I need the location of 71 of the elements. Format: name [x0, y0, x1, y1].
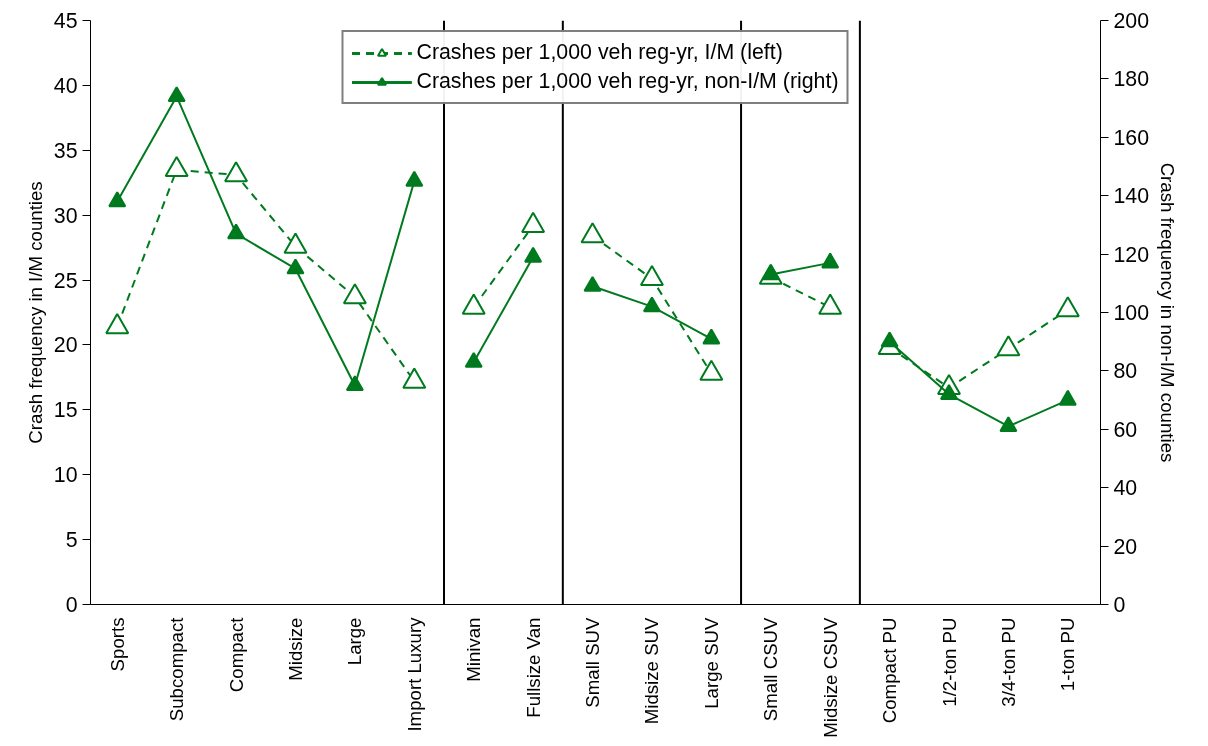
point: [461, 293, 486, 315]
point: [227, 223, 246, 240]
x-tick-label: Large SUV: [700, 616, 722, 709]
x-tick-label: Midsize: [284, 617, 306, 681]
y-tick-label: 20: [53, 333, 78, 358]
legend-label: Crashes per 1,000 veh reg-yr, non-I/M (right): [416, 69, 839, 94]
y-tick-label: 30: [53, 203, 78, 228]
point: [996, 335, 1021, 357]
point: [699, 359, 724, 381]
point: [283, 232, 308, 254]
legend-label: Crashes per 1,000 veh reg-yr, I/M (left): [416, 40, 783, 65]
point: [342, 283, 367, 305]
x-tick-label: Small CSUV: [760, 616, 782, 722]
point: [108, 191, 127, 208]
point: [821, 252, 840, 269]
y2-tick-label: 60: [1113, 417, 1138, 442]
point: [583, 275, 602, 292]
point: [345, 375, 364, 392]
point: [639, 265, 664, 287]
point: [580, 222, 605, 244]
y2-tick-label: 160: [1113, 125, 1150, 150]
y-tick-label: 45: [53, 9, 78, 33]
point: [164, 156, 189, 178]
y2-tick-label: 20: [1113, 534, 1138, 559]
point: [286, 258, 305, 275]
y-tick-label: 5: [65, 528, 78, 553]
y-tick-label: 35: [53, 138, 78, 163]
x-tick-label: Midsize SUV: [641, 616, 663, 725]
x-tick-label: Subcompact: [166, 616, 188, 722]
y2-tick-label: 180: [1113, 67, 1150, 92]
x-tick-label: 1/2-ton PU: [938, 617, 960, 707]
y2-tick-label: 140: [1113, 184, 1150, 209]
point: [642, 296, 661, 313]
y-axis-title: Crash frequency in I/M counties: [24, 181, 46, 444]
x-tick-label: Minivan: [463, 617, 485, 682]
y2-tick-label: 0: [1113, 593, 1126, 617]
x-tick-label: Compact: [225, 616, 247, 693]
y2-tick-label: 80: [1113, 359, 1138, 384]
x-tick-label: Compact PU: [879, 617, 901, 724]
point: [105, 313, 130, 335]
x-tick-label: 3/4-ton PU: [997, 617, 1019, 707]
point: [1058, 389, 1077, 406]
x-tick-label: Fullsize Van: [522, 617, 544, 718]
point: [224, 161, 249, 183]
x-tick-label: Import Luxury: [403, 616, 425, 732]
point: [880, 331, 899, 348]
point: [167, 86, 186, 103]
y2-axis-title: Crash frequency in non-I/M counties: [1157, 162, 1179, 463]
point: [818, 293, 843, 315]
point: [521, 211, 546, 233]
point: [405, 170, 424, 187]
point: [524, 246, 543, 263]
x-tick-label: Large: [344, 617, 366, 666]
x-tick-label: 1-ton PU: [1057, 617, 1079, 692]
y-tick-label: 25: [53, 268, 78, 293]
point: [999, 416, 1018, 432]
y-tick-label: 40: [53, 73, 78, 98]
point: [464, 351, 483, 368]
y2-tick-label: 100: [1113, 301, 1150, 325]
y2-tick-label: 40: [1113, 476, 1138, 501]
x-tick-label: Sports: [106, 617, 128, 672]
x-tick-label: Small SUV: [582, 616, 604, 708]
x-tick-label: Midsize CSUV: [819, 616, 841, 738]
y2-tick-label: 120: [1113, 242, 1150, 267]
point: [1055, 296, 1080, 318]
point: [702, 328, 721, 345]
y-tick-label: 10: [53, 463, 78, 488]
y-tick-label: 0: [65, 593, 78, 617]
y-tick-label: 15: [53, 398, 78, 423]
y2-tick-label: 200: [1113, 9, 1150, 33]
point: [402, 367, 427, 389]
